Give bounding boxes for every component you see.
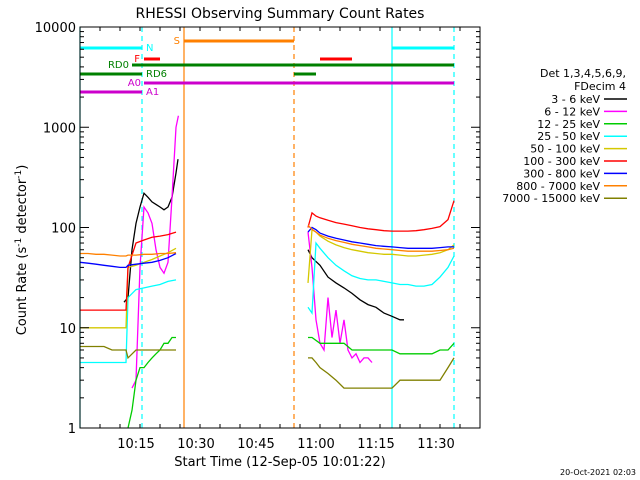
y-tick-label-3: 1000 [43, 121, 76, 136]
series-line-3-0 [80, 279, 177, 364]
x-tick-label-3: 11:00 [297, 437, 334, 452]
legend-label-0: 3 - 6 keV [551, 93, 600, 106]
y-tick-label-1: 10 [59, 322, 76, 337]
legend-label-7: 800 - 7000 keV [516, 180, 600, 193]
series-line-5-1 [307, 200, 455, 232]
series-line-8-0 [80, 345, 176, 360]
x-tick-label-0: 10:15 [117, 437, 154, 452]
series-line-7-1 [307, 224, 455, 252]
y-axis-ticks: 1 10 100 1000 10000 [35, 21, 480, 437]
series-line-3-1 [307, 241, 455, 316]
series-line-2-0 [127, 336, 176, 429]
x-axis-label: Start Time (12-Sep-05 10:01:22) [174, 455, 385, 470]
series-line-1-0 [131, 115, 180, 389]
series-line-2-1 [308, 336, 455, 355]
legend-label-2: 12 - 25 keV [537, 118, 600, 131]
flag-bars: NF S RD0 RD6 A0 A1 [80, 36, 454, 98]
x-tick-label-5: 11:30 [417, 437, 454, 452]
series-line-4-1 [307, 228, 455, 283]
series-line-5-0 [80, 231, 177, 311]
legend-header-2: FDecim 4 [574, 80, 626, 93]
x-tick-label-4: 11:15 [357, 437, 394, 452]
y-tick-label-0: 1 [68, 422, 76, 437]
series-lines [79, 115, 455, 429]
series-line-0-1 [307, 249, 404, 321]
legend-label-5: 100 - 300 keV [523, 155, 600, 168]
flag-label-5: A0 [128, 78, 141, 89]
series-line-0-0 [123, 159, 179, 303]
flag-label-0: N [146, 43, 153, 54]
series-line-8-1 [308, 357, 455, 389]
timestamp: 20-Oct-2021 02:03 [560, 468, 636, 477]
flag-label-6: A1 [146, 87, 159, 98]
y-tick-label-2: 100 [51, 222, 76, 237]
y-axis-label: Count Rate (s-1 detector-1) [14, 165, 30, 336]
y-tick-label-4: 10000 [35, 21, 76, 36]
x-tick-label-1: 10:30 [177, 437, 214, 452]
series-line-6-1 [307, 226, 454, 249]
legend-label-8: 7000 - 15000 keV [502, 192, 600, 205]
x-axis-ticks: 10:15 10:30 10:45 11:00 11:15 11:30 [79, 27, 481, 452]
legend-label-4: 50 - 100 keV [530, 143, 600, 156]
flag-label-2: S [174, 36, 180, 47]
series-line-6-0 [79, 252, 177, 269]
legend-header-1: Det 1,3,4,5,6,9, [540, 67, 626, 80]
flag-label-1: F [134, 54, 140, 65]
series-line-7-0 [80, 252, 177, 257]
flag-label-4: RD6 [146, 69, 167, 80]
legend-label-1: 6 - 12 keV [544, 105, 600, 118]
x-tick-label-2: 10:45 [237, 437, 274, 452]
legend-label-6: 300 - 800 keV [523, 167, 600, 180]
chart-title: RHESSI Observing Summary Count Rates [136, 6, 425, 22]
flag-label-3: RD0 [108, 60, 129, 71]
legend-label-3: 25 - 50 keV [537, 130, 600, 143]
